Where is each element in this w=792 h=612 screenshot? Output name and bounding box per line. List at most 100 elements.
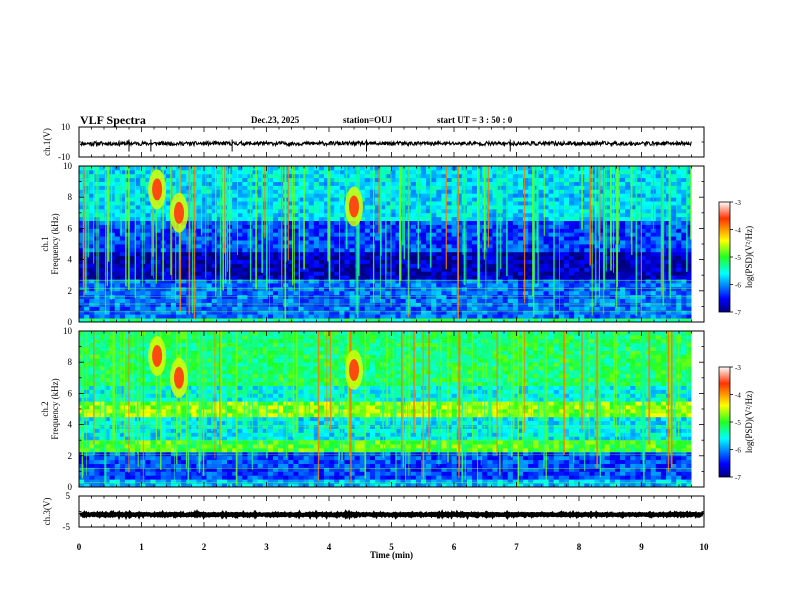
spectrogram-cell: [410, 197, 417, 202]
spectrogram-cell: [140, 251, 146, 257]
spectrogram-cell: [523, 185, 529, 190]
spectrogram-cell: [99, 193, 105, 198]
spectrogram-cell: [502, 318, 509, 323]
spectrogram-cell: [446, 271, 452, 276]
spectrogram-cell: [671, 283, 677, 288]
spectrogram-cell: [89, 224, 95, 229]
spectrogram-cell: [89, 259, 95, 264]
spectrogram-cell: [216, 255, 223, 260]
spectrogram-cell: [293, 283, 299, 288]
spectrogram-cell: [640, 224, 646, 229]
spectrogram-cell: [671, 177, 677, 182]
spectrogram-cell: [584, 310, 590, 315]
spectrogram-cell: [431, 314, 437, 319]
spectrogram-cell: [594, 232, 601, 237]
spectrogram-cell: [655, 220, 662, 225]
spectrogram-cell: [625, 169, 631, 175]
spectrogram-cell: [267, 205, 274, 210]
spectrogram-cell: [472, 212, 478, 218]
spectrogram-cell: [221, 263, 228, 268]
spectrogram-cell: [472, 259, 478, 264]
spectrogram-cell: [553, 240, 560, 245]
spectrogram-cell: [308, 220, 315, 225]
spectrogram-cell: [645, 251, 652, 257]
spectrogram-cell: [584, 240, 590, 245]
spectrogram-cell: [201, 263, 207, 268]
spectrogram-cell: [329, 259, 335, 264]
spectrogram-cell: [165, 306, 172, 311]
spectrogram-cell: [262, 290, 269, 296]
spectrogram-cell: [201, 216, 207, 221]
spectrogram-cell: [390, 189, 396, 194]
spectrogram-cell: [528, 271, 534, 276]
spectrogram-cell: [630, 283, 636, 288]
spectrogram-cell: [614, 290, 621, 296]
spectrogram-cell: [135, 173, 141, 179]
spectrogram-cell: [318, 314, 325, 319]
spectrogram-cell: [553, 166, 560, 171]
spectrogram-cell: [124, 224, 131, 229]
spectrogram-cell: [507, 318, 514, 323]
spectrogram-cell: [267, 201, 274, 206]
spectrogram-cell: [364, 310, 371, 315]
spectrogram-cell: [410, 267, 417, 272]
spectrogram-cell: [502, 173, 509, 179]
spectrogram-cell: [140, 216, 146, 221]
spectrogram-cell: [650, 271, 657, 276]
spectrogram-cell: [441, 212, 447, 218]
spectrogram-cell: [99, 201, 105, 206]
spectrogram-cell: [293, 310, 299, 315]
spectrogram-cell: [201, 189, 207, 194]
spectrogram-cell: [216, 267, 223, 272]
spectrogram-cell: [681, 255, 687, 260]
spectrogram-cell: [420, 197, 427, 202]
spectrogram-cell: [492, 286, 498, 292]
spectrogram-cell: [436, 247, 442, 253]
spectrogram-cell: [344, 263, 350, 268]
spectrogram-cell: [609, 177, 616, 182]
spectrogram-cell: [523, 212, 529, 218]
spectrogram-cell: [390, 220, 396, 225]
spectrogram-cell: [456, 208, 463, 214]
spectrogram-cell: [431, 267, 437, 272]
spectrogram-cell: [369, 314, 376, 319]
spectrogram-cell: [170, 263, 177, 268]
spectrogram-cell: [487, 166, 493, 171]
spectrogram-cell: [599, 283, 606, 288]
spectrogram-cell: [563, 185, 570, 190]
spectrogram-cell: [262, 197, 269, 202]
spectrogram-cell: [257, 298, 264, 303]
spectrogram-cell: [369, 193, 376, 198]
spectrogram-cell: [436, 314, 442, 319]
spectrogram-cell: [216, 310, 223, 315]
spectrogram-cell: [640, 240, 646, 245]
spectrogram-cell: [574, 212, 580, 218]
spectrogram-cell: [109, 177, 116, 182]
spectrogram-cell: [640, 286, 646, 292]
spectrogram-cell: [451, 236, 458, 241]
spectrogram-cell: [553, 247, 560, 253]
spectrogram-cell: [155, 290, 162, 296]
spectrogram-cell: [400, 314, 407, 319]
spectrogram-cell: [114, 290, 121, 296]
spectrogram-cell: [211, 212, 218, 218]
spectrogram-cell: [686, 275, 692, 280]
spectrogram-cell: [482, 267, 488, 272]
spectrogram-cell: [502, 201, 509, 206]
spectrogram-cell: [89, 306, 95, 311]
spectrogram-cell: [507, 166, 514, 171]
spectrogram-cell: [298, 310, 304, 315]
spectrogram-cell: [584, 181, 590, 186]
spectrogram-cell: [502, 166, 509, 171]
spectrogram-cell: [313, 181, 320, 186]
spectrogram-cell: [640, 275, 646, 280]
spectrogram-cell: [426, 275, 432, 280]
spectrogram-cell: [380, 275, 386, 280]
spectrogram-cell: [461, 290, 468, 296]
spectrogram-cell: [257, 286, 264, 292]
spectrogram-cell: [584, 189, 590, 194]
spectrogram-cell: [140, 181, 146, 186]
spectrogram-cell: [89, 220, 95, 225]
spectrogram-cell: [359, 310, 366, 315]
spectrogram-cell: [114, 294, 121, 299]
